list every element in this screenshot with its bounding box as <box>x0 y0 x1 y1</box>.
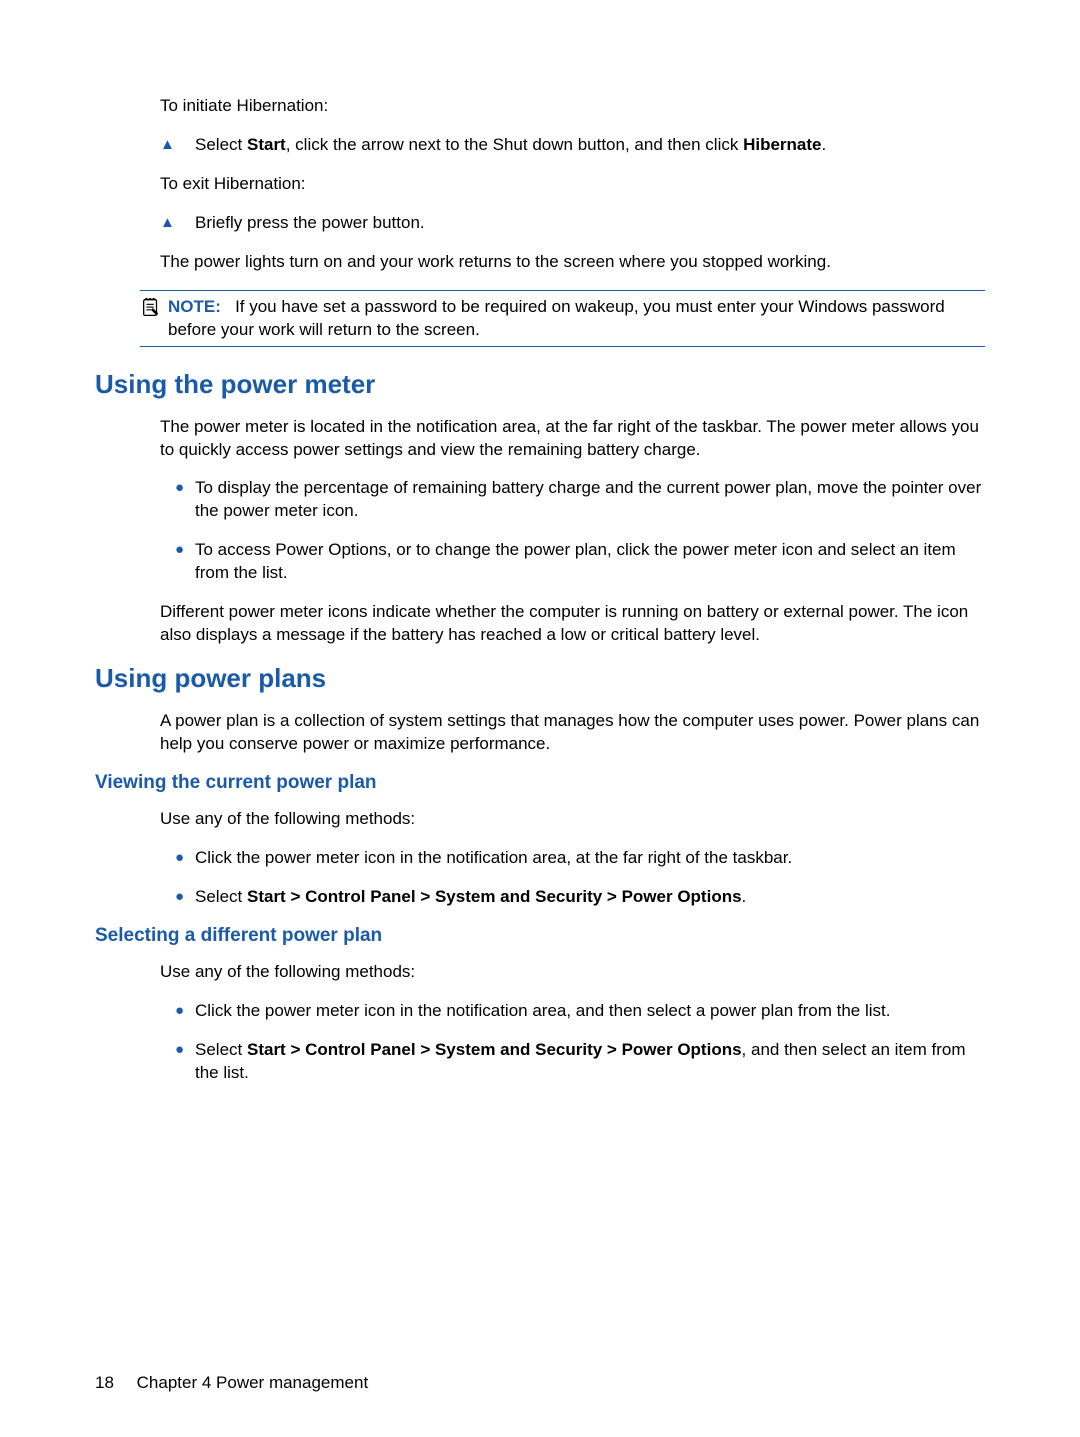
bullet-icon: ● <box>175 886 195 905</box>
text-fragment: . <box>742 887 747 906</box>
heading-power-plans: Using power plans <box>95 663 985 694</box>
list-item: ● To access Power Options, or to change … <box>175 539 985 585</box>
note-icon <box>140 296 168 324</box>
text-fragment: , click the arrow next to the Shut down … <box>286 135 743 154</box>
hibernation-exit-label: To exit Hibernation: <box>160 173 985 196</box>
step-initiate-hibernation: ▲ Select Start, click the arrow next to … <box>160 134 985 157</box>
heading-selecting-plan: Selecting a different power plan <box>95 925 985 947</box>
list-item: ● Click the power meter icon in the noti… <box>175 1000 985 1023</box>
text-fragment: Select <box>195 1040 247 1059</box>
heading-power-meter: Using the power meter <box>95 369 985 400</box>
text-fragment: Select <box>195 887 247 906</box>
bullet-text: Select Start > Control Panel > System an… <box>195 1039 985 1085</box>
list-item: ● Select Start > Control Panel > System … <box>175 886 985 909</box>
chapter-label: Chapter 4 Power management <box>137 1373 369 1392</box>
note-body: NOTE: If you have set a password to be r… <box>168 296 985 342</box>
bullet-text: To access Power Options, or to change th… <box>195 539 985 585</box>
page-number: 18 <box>95 1373 114 1393</box>
note-message: If you have set a password to be require… <box>168 297 945 339</box>
step-text: Briefly press the power button. <box>195 212 425 235</box>
bullet-text: Click the power meter icon in the notifi… <box>195 847 792 870</box>
bullet-text: To display the percentage of remaining b… <box>195 477 985 523</box>
bullet-icon: ● <box>175 1039 195 1058</box>
heading-viewing-plan: Viewing the current power plan <box>95 772 985 794</box>
bold-path: Start > Control Panel > System and Secur… <box>247 887 742 906</box>
bullet-icon: ● <box>175 539 195 558</box>
triangle-up-icon: ▲ <box>160 134 195 153</box>
viewing-plan-intro: Use any of the following methods: <box>160 808 985 831</box>
list-item: ● Click the power meter icon in the noti… <box>175 847 985 870</box>
page-content: To initiate Hibernation: ▲ Select Start,… <box>95 95 985 1085</box>
bullet-text: Select Start > Control Panel > System an… <box>195 886 746 909</box>
note-callout: NOTE: If you have set a password to be r… <box>140 290 985 347</box>
step-exit-hibernation: ▲ Briefly press the power button. <box>160 212 985 235</box>
bold-start: Start <box>247 135 286 154</box>
bold-path: Start > Control Panel > System and Secur… <box>247 1040 742 1059</box>
text-fragment: . <box>822 135 827 154</box>
page-footer: 18 Chapter 4 Power management <box>95 1373 368 1393</box>
triangle-up-icon: ▲ <box>160 212 195 231</box>
step-text: Select Start, click the arrow next to th… <box>195 134 826 157</box>
power-plans-intro: A power plan is a collection of system s… <box>160 710 985 756</box>
power-meter-note: Different power meter icons indicate whe… <box>160 601 985 647</box>
bullet-icon: ● <box>175 847 195 866</box>
note-label: NOTE: <box>168 297 221 316</box>
bullet-icon: ● <box>175 477 195 496</box>
power-meter-intro: The power meter is located in the notifi… <box>160 416 985 462</box>
hibernation-initiate-label: To initiate Hibernation: <box>160 95 985 118</box>
list-item: ● To display the percentage of remaining… <box>175 477 985 523</box>
bullet-icon: ● <box>175 1000 195 1019</box>
list-item: ● Select Start > Control Panel > System … <box>175 1039 985 1085</box>
bold-hibernate: Hibernate <box>743 135 821 154</box>
selecting-plan-intro: Use any of the following methods: <box>160 961 985 984</box>
hibernation-result-text: The power lights turn on and your work r… <box>160 251 985 274</box>
text-fragment: Select <box>195 135 247 154</box>
bullet-text: Click the power meter icon in the notifi… <box>195 1000 890 1023</box>
